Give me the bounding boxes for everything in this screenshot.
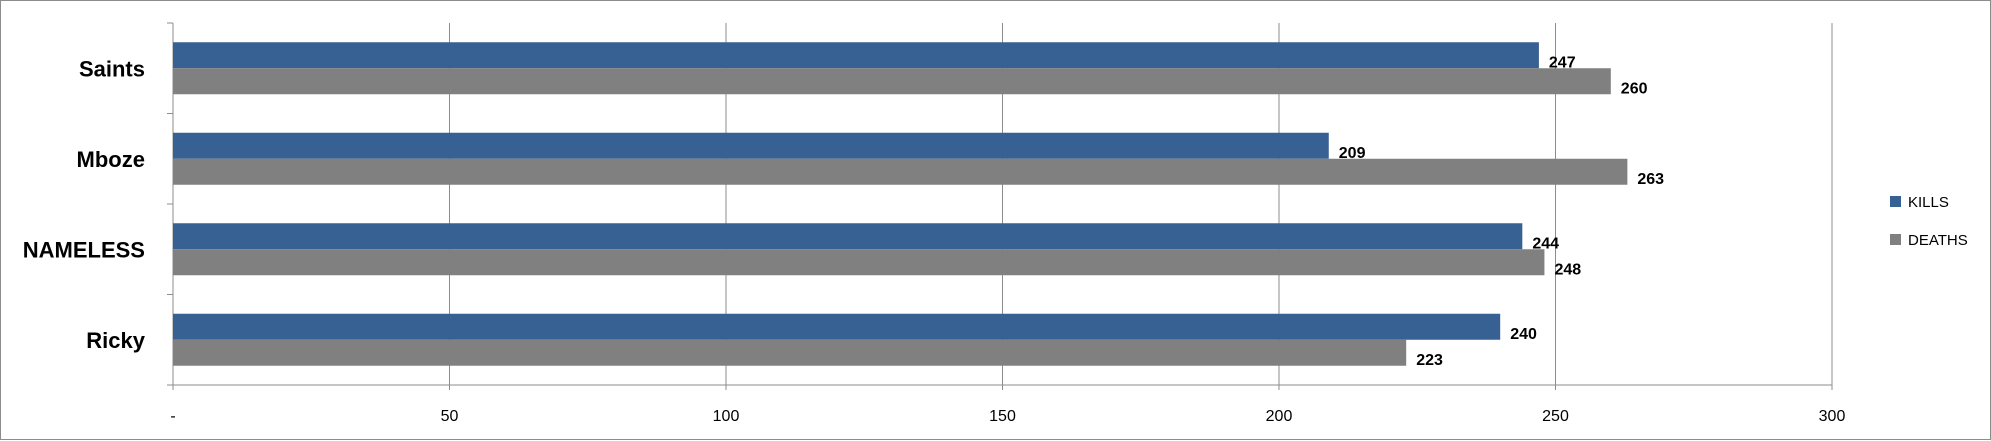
bar-deaths (173, 68, 1611, 95)
legend-swatch-kills (1890, 196, 1901, 207)
bar-kills (173, 42, 1539, 69)
x-tick-label: 100 (713, 408, 740, 425)
legend-label: DEATHS (1908, 232, 1968, 249)
category-label: Ricky (86, 328, 145, 353)
bar-deaths (173, 158, 1628, 185)
x-tick-label: 50 (441, 408, 459, 425)
category-label: NAMELESS (23, 237, 145, 262)
data-label: 248 (1554, 261, 1581, 278)
bar-deaths (173, 339, 1407, 366)
axes: - 50 100 150 200 250 300 (167, 22, 1846, 425)
bar-kills (173, 223, 1523, 250)
x-tick-label: 200 (1266, 408, 1293, 425)
data-label: 263 (1637, 171, 1664, 188)
bar-deaths (173, 249, 1545, 276)
data-label: 244 (1532, 235, 1559, 252)
data-label: 240 (1510, 326, 1537, 343)
x-tick-label: - (170, 408, 175, 425)
bar-kills (173, 132, 1329, 159)
legend-swatch-deaths (1890, 234, 1901, 245)
legend-label: KILLS (1908, 194, 1949, 211)
labels: Saints 247 260 Mboze 209 263 NAMELESS 244 248 Ric… (23, 54, 1664, 369)
category-label: Saints (79, 56, 145, 81)
bars (173, 42, 1628, 366)
data-label: 247 (1549, 54, 1576, 71)
bar-kills (173, 313, 1501, 340)
category-label: Mboze (77, 147, 145, 172)
data-label: 223 (1416, 352, 1443, 369)
x-tick-label: 150 (989, 408, 1016, 425)
data-label: 209 (1339, 145, 1366, 162)
x-tick-label: 300 (1819, 408, 1846, 425)
legend: KILLS DEATHS (1890, 194, 1968, 249)
x-tick-label: 250 (1542, 408, 1569, 425)
data-label: 260 (1621, 80, 1648, 97)
